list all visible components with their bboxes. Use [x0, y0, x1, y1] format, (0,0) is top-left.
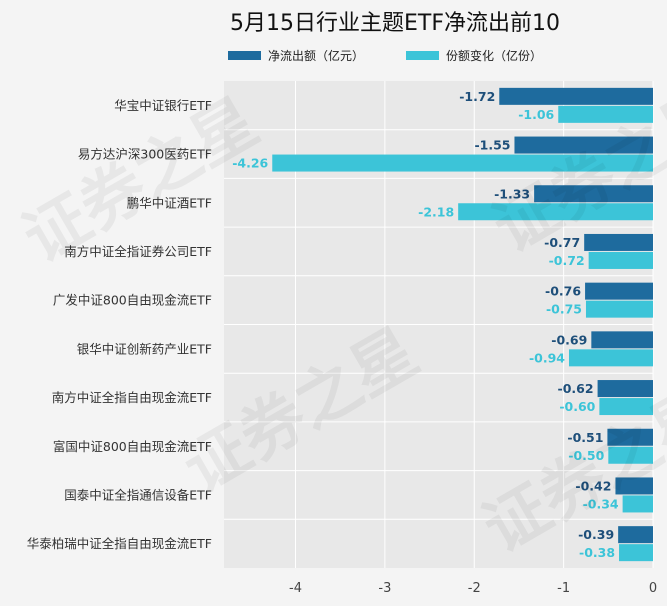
bar-net-outflow — [615, 477, 653, 495]
data-label-net-outflow: -0.39 — [578, 527, 614, 542]
bar-net-outflow — [585, 282, 653, 300]
data-label-net-outflow: -0.76 — [545, 284, 581, 299]
bar-share-change — [272, 154, 653, 172]
category-label: 鹏华中证酒ETF — [127, 195, 212, 210]
bars — [272, 87, 653, 562]
x-tick-label: 0 — [649, 581, 657, 596]
legend-swatch-net-outflow — [228, 51, 261, 60]
data-label-net-outflow: -1.33 — [494, 186, 530, 201]
x-tick-label: -1 — [557, 581, 570, 596]
bar-share-change — [622, 495, 653, 513]
category-label: 南方中证全指自由现金流ETF — [52, 390, 212, 405]
data-label-share-change: -0.75 — [546, 302, 582, 317]
data-label-share-change: -2.18 — [418, 204, 454, 219]
data-label-share-change: -0.50 — [568, 448, 604, 463]
bar-net-outflow — [534, 185, 653, 203]
data-label-share-change: -0.72 — [549, 253, 585, 268]
data-label-net-outflow: -0.77 — [544, 235, 580, 250]
bar-share-change — [619, 544, 653, 562]
bar-net-outflow — [584, 233, 653, 251]
data-label-share-change: -0.38 — [579, 545, 615, 560]
bar-share-change — [585, 300, 653, 318]
category-label: 银华中证创新药产业ETF — [77, 341, 212, 356]
bar-net-outflow — [618, 526, 653, 544]
bar-net-outflow — [607, 428, 653, 446]
data-label-net-outflow: -1.55 — [474, 138, 510, 153]
category-label: 易方达沪深300医药ETF — [78, 147, 212, 162]
bar-share-change — [588, 251, 653, 269]
x-tick-label: -4 — [289, 581, 302, 596]
data-label-share-change: -0.94 — [529, 350, 565, 365]
x-tick-label: -2 — [468, 581, 481, 596]
category-label: 广发中证800自由现金流ETF — [53, 293, 212, 308]
bar-share-change — [558, 105, 653, 123]
data-label-net-outflow: -0.62 — [558, 381, 594, 396]
bar-share-change — [568, 349, 653, 367]
data-label-share-change: -1.06 — [518, 107, 554, 122]
category-label: 富国中证800自由现金流ETF — [53, 439, 212, 454]
legend-label-share-change: 份额变化（亿份） — [446, 48, 542, 63]
bar-share-change — [599, 398, 653, 416]
legend: 净流出额（亿元） 份额变化（亿份） — [228, 48, 542, 63]
legend-label-net-outflow: 净流出额（亿元） — [268, 48, 364, 63]
category-label: 华泰柏瑞中证全指自由现金流ETF — [27, 536, 212, 551]
bar-share-change — [458, 203, 653, 221]
category-label: 华宝中证银行ETF — [114, 98, 212, 113]
category-labels: 华宝中证银行ETF 易方达沪深300医药ETF 鹏华中证酒ETF 南方中证全指证券公司… — [27, 98, 212, 551]
x-tick-label: -3 — [378, 581, 391, 596]
data-label-net-outflow: -0.69 — [551, 332, 587, 347]
data-label-share-change: -0.60 — [559, 399, 595, 414]
category-label: 国泰中证全指通信设备ETF — [64, 487, 212, 502]
data-labels: -1.72 -1.06 -1.55 -4.26 -1.33 -2.18 -0.77 -0.72… — [232, 89, 619, 560]
category-label: 南方中证全指证券公司ETF — [64, 244, 212, 259]
x-tick-labels: -4 -3 -2 -1 0 — [289, 581, 657, 596]
data-label-net-outflow: -0.51 — [567, 430, 603, 445]
data-label-net-outflow: -0.42 — [575, 478, 611, 493]
bar-net-outflow — [597, 380, 653, 398]
bar-net-outflow — [591, 331, 653, 349]
legend-swatch-share-change — [406, 51, 439, 60]
data-label-share-change: -0.34 — [583, 496, 619, 511]
bar-net-outflow — [514, 136, 653, 154]
data-label-net-outflow: -1.72 — [459, 89, 495, 104]
bar-share-change — [608, 446, 653, 464]
bar-net-outflow — [499, 87, 653, 105]
chart-title: 5月15日行业主题ETF净流出前10 — [230, 11, 560, 36]
data-label-share-change: -4.26 — [232, 156, 268, 171]
